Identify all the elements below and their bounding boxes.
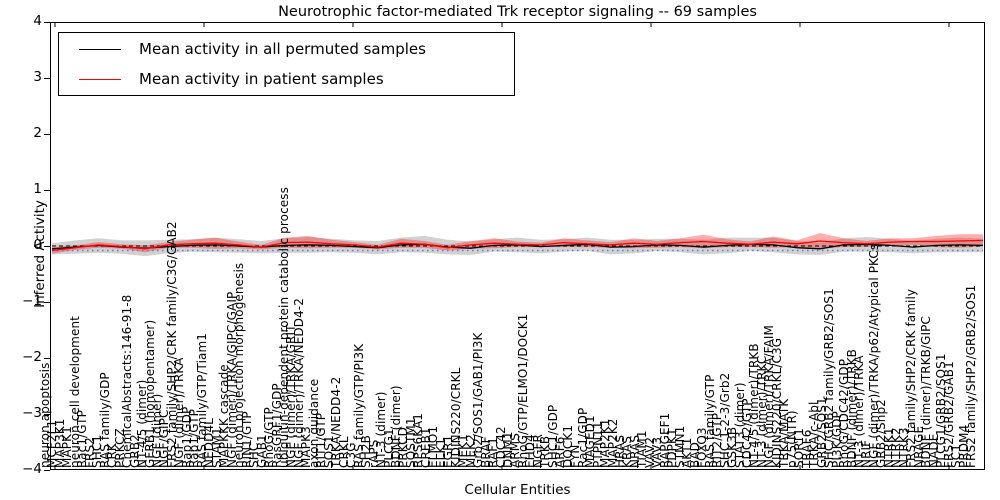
legend-line-black-icon [79, 48, 121, 50]
y-tick-label: 4 [33, 13, 42, 29]
y-tick-mark [44, 302, 50, 303]
legend-label: Mean activity in all permuted samples [139, 40, 426, 58]
y-tick-mark [44, 190, 50, 191]
y-tick-label: −4 [22, 461, 42, 477]
mean-line [51, 239, 984, 252]
y-tick-label: 0 [33, 237, 42, 253]
band [52, 233, 983, 254]
y-tick-label: −3 [22, 405, 42, 421]
legend: Mean activity in all permuted samples Me… [58, 32, 515, 96]
y-tick-mark [44, 358, 50, 359]
y-tick-mark [44, 78, 50, 79]
legend-entry-patient: Mean activity in patient samples [59, 64, 384, 94]
y-tick-label: −2 [22, 349, 42, 365]
x-entity-label: FRS2 family/SHP2/GRB2/SOS1 [964, 284, 978, 468]
y-tick-label: −1 [22, 293, 42, 309]
legend-entry-permuted: Mean activity in all permuted samples [59, 34, 426, 64]
x-axis-label: Cellular Entities [464, 482, 571, 498]
y-tick-mark [44, 246, 50, 247]
legend-label: Mean activity in patient samples [139, 70, 384, 88]
y-tick-label: 2 [33, 125, 42, 141]
legend-line-red-icon [79, 78, 121, 80]
y-tick-mark [44, 134, 50, 135]
chart-title: Neurotrophic factor-mediated Trk recepto… [278, 4, 757, 20]
y-tick-mark [44, 22, 50, 23]
y-tick-mark [44, 414, 50, 415]
y-tick-mark [44, 470, 50, 471]
y-tick-label: 3 [33, 69, 42, 85]
y-tick-label: 1 [33, 181, 42, 197]
